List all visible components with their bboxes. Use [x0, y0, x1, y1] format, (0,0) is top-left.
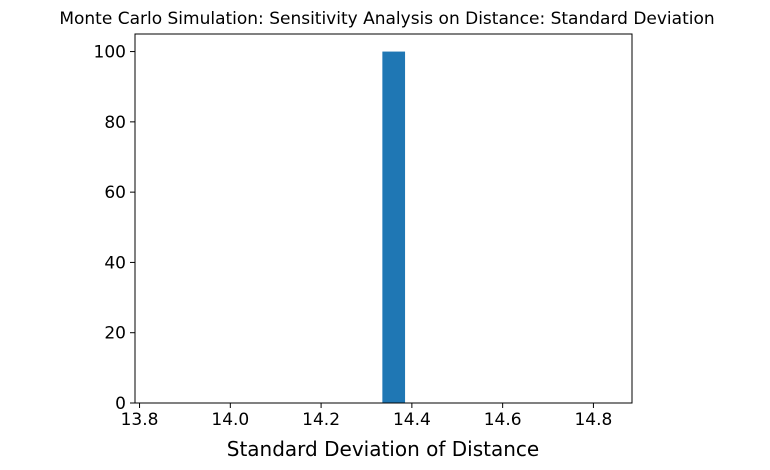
x-axis-label: Standard Deviation of Distance — [227, 437, 539, 461]
y-axis-ticks: 0 20 40 60 80 100 — [94, 43, 135, 414]
y-tick-label-1: 20 — [104, 324, 126, 344]
x-tick-label-3: 14.4 — [393, 410, 431, 430]
x-tick-label-2: 14.2 — [302, 410, 340, 430]
x-tick-label-4: 14.6 — [484, 410, 522, 430]
y-tick-label-3: 60 — [104, 183, 126, 203]
x-tick-label-0: 13.8 — [121, 410, 159, 430]
bars-group — [382, 51, 406, 403]
chart-title: Monte Carlo Simulation: Sensitivity Anal… — [59, 9, 714, 29]
y-tick-label-5: 100 — [94, 43, 126, 63]
y-tick-label-2: 40 — [104, 253, 126, 273]
plot-frame — [134, 33, 633, 404]
y-tick-label-4: 80 — [104, 113, 126, 133]
histogram-bar-0 — [382, 51, 406, 403]
x-axis-ticks: 13.8 14.0 14.2 14.4 14.6 14.8 — [121, 403, 612, 430]
y-tick-label-0: 0 — [115, 394, 126, 414]
x-tick-label-1: 14.0 — [211, 410, 249, 430]
x-tick-label-5: 14.8 — [574, 410, 612, 430]
